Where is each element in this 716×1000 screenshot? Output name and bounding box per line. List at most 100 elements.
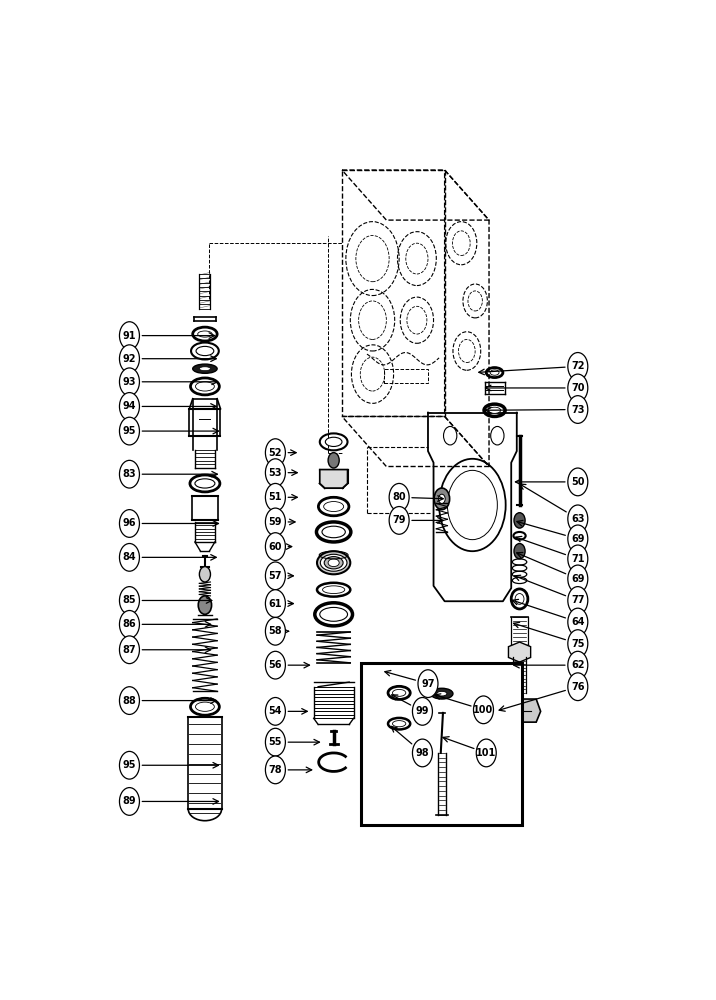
- Circle shape: [266, 562, 286, 590]
- Ellipse shape: [322, 526, 345, 538]
- Ellipse shape: [320, 554, 347, 571]
- Circle shape: [266, 439, 286, 467]
- Circle shape: [266, 698, 286, 725]
- Circle shape: [568, 396, 588, 423]
- Text: 94: 94: [122, 401, 136, 411]
- Text: 78: 78: [268, 765, 282, 775]
- Circle shape: [120, 345, 140, 373]
- Text: 79: 79: [392, 515, 406, 525]
- Ellipse shape: [324, 502, 344, 512]
- Text: 50: 50: [571, 477, 584, 487]
- Text: 83: 83: [122, 469, 136, 479]
- Ellipse shape: [193, 364, 217, 373]
- Text: 95: 95: [122, 426, 136, 436]
- Text: 86: 86: [122, 619, 136, 629]
- Text: 85: 85: [122, 595, 136, 605]
- Text: 55: 55: [268, 737, 282, 747]
- Circle shape: [120, 636, 140, 664]
- Circle shape: [473, 696, 493, 724]
- Ellipse shape: [328, 559, 339, 567]
- Text: 92: 92: [122, 354, 136, 364]
- Text: 89: 89: [122, 796, 136, 806]
- Text: 62: 62: [571, 660, 584, 670]
- Ellipse shape: [317, 551, 350, 574]
- Text: 51: 51: [268, 492, 282, 502]
- Text: 54: 54: [268, 706, 282, 716]
- Circle shape: [120, 417, 140, 445]
- Circle shape: [120, 751, 140, 779]
- Polygon shape: [508, 642, 531, 662]
- Ellipse shape: [515, 594, 524, 604]
- Text: 58: 58: [268, 626, 282, 636]
- Circle shape: [120, 510, 140, 537]
- Text: 56: 56: [268, 660, 282, 670]
- Bar: [362, 663, 523, 825]
- Ellipse shape: [437, 691, 447, 696]
- Text: 70: 70: [571, 383, 584, 393]
- Circle shape: [120, 393, 140, 420]
- Text: 99: 99: [416, 706, 429, 716]
- Text: 98: 98: [415, 748, 430, 758]
- Circle shape: [120, 610, 140, 638]
- Circle shape: [199, 567, 211, 582]
- Bar: [384, 369, 428, 383]
- Circle shape: [390, 507, 409, 534]
- Circle shape: [266, 617, 286, 645]
- Circle shape: [568, 630, 588, 657]
- Circle shape: [514, 544, 525, 559]
- Circle shape: [266, 508, 286, 536]
- Circle shape: [568, 587, 588, 614]
- Ellipse shape: [325, 437, 342, 446]
- Circle shape: [266, 651, 286, 679]
- Text: 71: 71: [571, 554, 584, 564]
- Circle shape: [434, 488, 450, 510]
- Polygon shape: [320, 470, 347, 488]
- Text: 59: 59: [268, 517, 282, 527]
- Circle shape: [438, 494, 445, 503]
- Circle shape: [568, 651, 588, 679]
- Ellipse shape: [431, 688, 453, 699]
- Ellipse shape: [322, 586, 345, 594]
- Circle shape: [266, 756, 286, 784]
- Circle shape: [120, 788, 140, 815]
- Text: 60: 60: [268, 542, 282, 552]
- Circle shape: [412, 698, 432, 725]
- Circle shape: [120, 460, 140, 488]
- Circle shape: [266, 483, 286, 511]
- Text: 87: 87: [122, 645, 136, 655]
- Text: 72: 72: [571, 361, 584, 371]
- Circle shape: [120, 544, 140, 571]
- Text: 61: 61: [268, 599, 282, 609]
- Circle shape: [568, 468, 588, 496]
- Text: 57: 57: [268, 571, 282, 581]
- Text: 76: 76: [571, 682, 584, 692]
- Circle shape: [418, 670, 438, 698]
- Circle shape: [568, 673, 588, 701]
- Text: 101: 101: [476, 748, 496, 758]
- Text: 91: 91: [122, 331, 136, 341]
- Circle shape: [390, 483, 409, 511]
- Circle shape: [120, 322, 140, 349]
- Text: 63: 63: [571, 514, 584, 524]
- Circle shape: [120, 587, 140, 614]
- Text: 69: 69: [571, 574, 584, 584]
- Circle shape: [266, 533, 286, 560]
- Text: 53: 53: [268, 468, 282, 478]
- Text: 69: 69: [571, 534, 584, 544]
- Circle shape: [266, 459, 286, 487]
- Circle shape: [328, 453, 339, 468]
- Text: 52: 52: [268, 448, 282, 458]
- Text: 84: 84: [122, 552, 136, 562]
- Ellipse shape: [199, 367, 211, 371]
- Circle shape: [568, 525, 588, 553]
- Ellipse shape: [324, 557, 343, 569]
- Circle shape: [568, 374, 588, 402]
- Text: 75: 75: [571, 639, 584, 649]
- Text: 100: 100: [473, 705, 493, 715]
- Circle shape: [266, 728, 286, 756]
- Text: 95: 95: [122, 760, 136, 770]
- Ellipse shape: [195, 382, 214, 391]
- Circle shape: [568, 545, 588, 573]
- Circle shape: [514, 513, 525, 528]
- Circle shape: [120, 687, 140, 714]
